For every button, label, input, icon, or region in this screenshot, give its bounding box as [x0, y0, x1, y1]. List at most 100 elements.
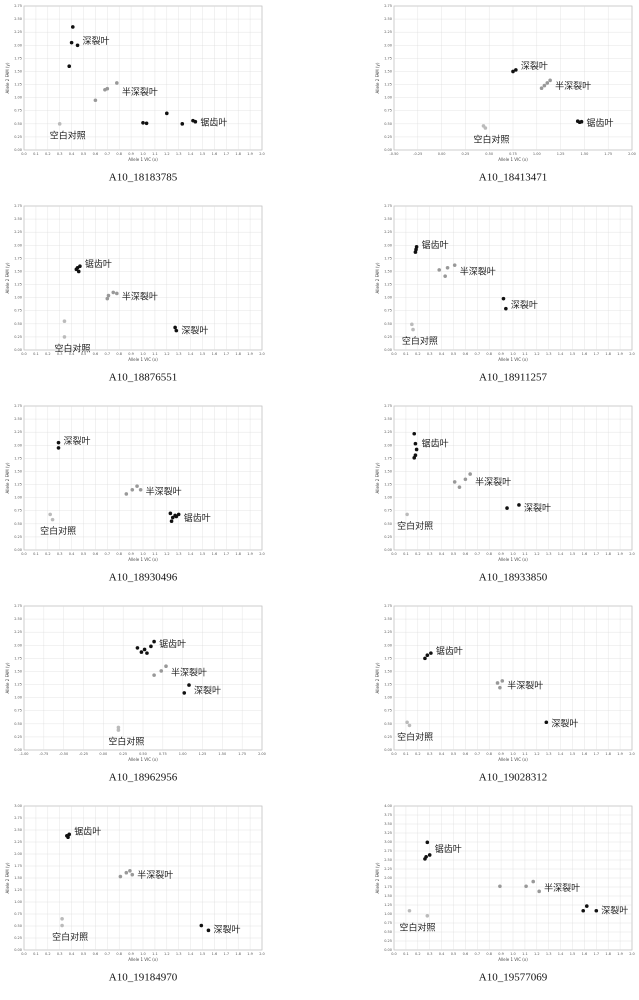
x-tick-label: 2.0: [629, 752, 635, 756]
x-tick-label: 0.0: [21, 952, 27, 956]
data-point: [176, 512, 181, 517]
chart-title: A10_19184970: [109, 972, 178, 984]
data-point: [457, 485, 462, 489]
x-tick-label: 0.5: [451, 552, 457, 556]
x-tick-label: 1.6: [582, 952, 588, 956]
x-tick-label: 1.0: [510, 952, 516, 956]
data-point: [76, 269, 81, 274]
y-tick-label: 1.75: [14, 456, 22, 460]
cluster-label: 半深裂叶: [544, 882, 580, 894]
x-tick-label: 0.6: [93, 952, 99, 956]
x-tick-label: 1.7: [224, 152, 230, 156]
y-tick-label: 2.75: [384, 849, 392, 853]
y-tick-label: 0.75: [14, 309, 22, 313]
y-tick-label: 1.25: [384, 83, 392, 87]
x-tick-label: 0.8: [116, 552, 122, 556]
y-tick-label: 2.00: [14, 852, 22, 856]
cluster-label: 锯齿叶: [74, 825, 101, 837]
data-point: [105, 296, 110, 301]
data-point: [407, 908, 412, 913]
y-tick-label: 3.25: [384, 831, 392, 835]
y-tick-label: 2.50: [384, 617, 392, 621]
data-point: [62, 335, 67, 339]
y-axis-label: Allele 2 FAM (y): [5, 662, 10, 693]
data-point: [130, 487, 135, 492]
y-axis-label: Allele 2 FAM (y): [375, 662, 380, 693]
y-axis-label: Allele 2 FAM (y): [5, 262, 10, 293]
y-tick-label: 2.00: [14, 243, 22, 247]
x-tick-label: 0.1: [33, 952, 39, 956]
cluster-label: 空白对照: [52, 931, 88, 943]
y-tick-label: 3.50: [384, 822, 392, 826]
x-axis-label: Allele 1 VIC (x): [498, 957, 528, 962]
x-tick-label: 1.8: [235, 952, 241, 956]
x-tick-label: 1.7: [594, 352, 600, 356]
x-tick-label: 1.7: [224, 552, 230, 556]
x-tick-label: 1.2: [164, 152, 170, 156]
y-tick-label: 2.00: [14, 643, 22, 647]
data-point: [118, 874, 123, 879]
data-point: [145, 651, 149, 655]
x-tick-label: 0.1: [33, 352, 39, 356]
x-tick-label: 1.25: [557, 152, 565, 156]
x-tick-label: 1.2: [534, 752, 540, 756]
x-tick-label: 1.4: [188, 952, 194, 956]
x-tick-label: 0.3: [427, 552, 433, 556]
y-tick-label: 1.75: [14, 656, 22, 660]
x-tick-label: 1.75: [604, 152, 612, 156]
x-tick-label: 1.1: [522, 552, 528, 556]
y-tick-label: 1.00: [14, 296, 22, 300]
x-tick-label: 0.2: [415, 352, 421, 356]
x-tick-label: 0.5: [81, 952, 87, 956]
cluster-label: 半深裂叶: [460, 265, 496, 277]
data-point: [517, 503, 521, 507]
y-tick-label: 1.50: [384, 269, 392, 273]
x-tick-label: 0.9: [498, 952, 504, 956]
data-point: [500, 679, 505, 683]
x-tick-label: 0.7: [105, 352, 111, 356]
x-tick-label: 1.7: [594, 752, 600, 756]
x-tick-label: 0.9: [498, 552, 504, 556]
x-tick-label: 1.9: [247, 552, 253, 556]
x-tick-label: 1.8: [235, 352, 241, 356]
x-tick-label: 0.7: [475, 352, 481, 356]
x-tick-label: 0.0: [21, 352, 27, 356]
data-point: [142, 647, 147, 652]
x-tick-label: 1.5: [570, 752, 576, 756]
chart-title: A10_18183785: [109, 172, 178, 184]
x-tick-label: 0.0: [391, 752, 397, 756]
y-tick-label: 1.00: [384, 696, 392, 700]
x-tick-label: 1.3: [176, 352, 182, 356]
y-tick-label: 3.00: [384, 840, 392, 844]
data-point: [135, 484, 139, 488]
y-tick-label: 1.50: [14, 669, 22, 673]
x-tick-label: 1.4: [188, 552, 194, 556]
y-tick-label: 2.50: [14, 828, 22, 832]
x-tick-label: 2.0: [629, 952, 635, 956]
data-point: [579, 119, 584, 124]
x-tick-label: 0.0: [391, 552, 397, 556]
y-tick-label: 2.25: [384, 30, 392, 34]
y-tick-label: 0.75: [14, 912, 22, 916]
data-point: [124, 492, 129, 496]
y-tick-label: 3.75: [384, 813, 392, 817]
data-point: [180, 122, 185, 126]
x-tick-label: 0.2: [45, 152, 51, 156]
x-tick-label: 1.0: [140, 352, 146, 356]
x-tick-label: 0.4: [69, 152, 75, 156]
x-tick-label: 0.0: [391, 352, 397, 356]
x-tick-label: 0.6: [93, 352, 99, 356]
data-point: [60, 923, 64, 928]
y-tick-label: 2.25: [14, 840, 22, 844]
data-point: [545, 81, 550, 85]
cluster-label: 深裂叶: [511, 300, 538, 311]
y-tick-label: 1.25: [14, 683, 22, 687]
y-tick-label: 2.50: [384, 858, 392, 862]
y-tick-label: 0.50: [14, 322, 22, 326]
y-tick-label: 2.50: [14, 217, 22, 221]
cluster-label: 锯齿叶: [200, 116, 227, 128]
y-tick-label: 2.25: [384, 430, 392, 434]
x-axis-label: Allele 1 VIC (x): [498, 557, 528, 562]
data-point: [199, 923, 204, 928]
